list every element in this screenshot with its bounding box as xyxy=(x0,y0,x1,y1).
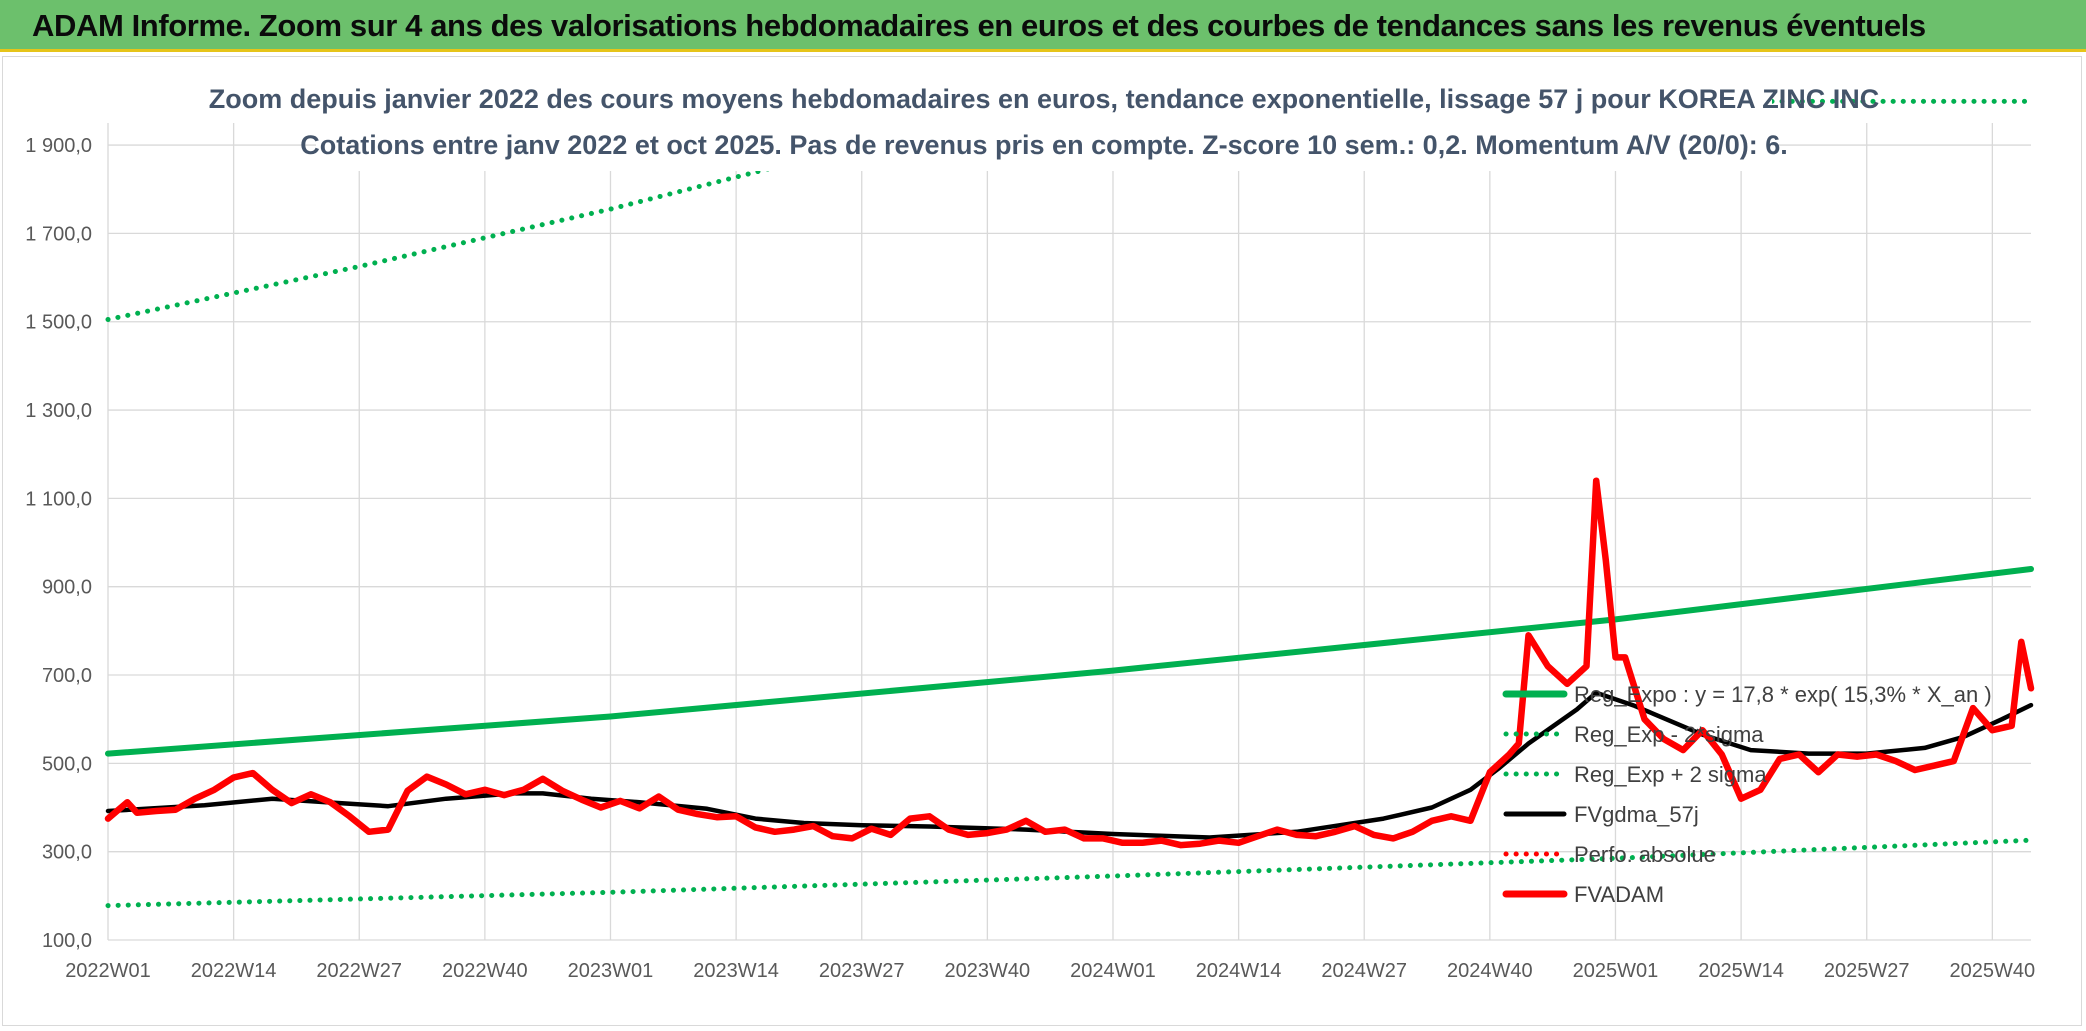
x-tick-label: 2022W40 xyxy=(442,960,528,982)
x-tick-label: 2024W14 xyxy=(1196,960,1282,982)
title-banner: ADAM Informe. Zoom sur 4 ans des valoris… xyxy=(0,0,2086,52)
title-backdrop xyxy=(316,71,1772,171)
x-tick-label: 2025W14 xyxy=(1698,960,1784,982)
grid xyxy=(107,123,2031,941)
x-tick-label: 2023W01 xyxy=(568,960,654,982)
x-tick-label: 2023W14 xyxy=(693,960,779,982)
x-tick-label: 2024W27 xyxy=(1321,960,1407,982)
x-tick-label: 2022W01 xyxy=(65,960,151,982)
y-tick-label: 1 100,0 xyxy=(25,488,92,510)
x-tick-label: 2024W01 xyxy=(1070,960,1156,982)
chart-subtitle: Cotations entre janv 2022 et oct 2025. P… xyxy=(300,130,1788,160)
legend-label: Perfo. absolue xyxy=(1574,842,1716,867)
legend-label: Reg_Exp + 2 sigma xyxy=(1574,762,1767,787)
series-line-3 xyxy=(105,690,2034,840)
y-tick-label: 500,0 xyxy=(42,753,92,775)
y-tick-label: 700,0 xyxy=(42,665,92,687)
series-line-0 xyxy=(105,566,2034,757)
y-tick-label: 100,0 xyxy=(42,930,92,952)
y-tick-label: 900,0 xyxy=(42,577,92,599)
y-tick-label: 1 900,0 xyxy=(25,135,92,157)
x-tick-label: 2023W27 xyxy=(819,960,905,982)
report-title: ADAM Informe. Zoom sur 4 ans des valoris… xyxy=(32,8,1926,43)
x-tick-label: 2022W27 xyxy=(316,960,402,982)
legend-label: FVgdma_57j xyxy=(1574,802,1699,827)
x-tick-label: 2025W01 xyxy=(1573,960,1659,982)
y-tick-label: 1 300,0 xyxy=(25,400,92,422)
x-tick-label: 2024W40 xyxy=(1447,960,1533,982)
y-axis: 100,0 300,0 500,0 700,0 900,0 1 100,0 1 300,0 1… xyxy=(25,135,92,952)
line-chart: 100,0 300,0 500,0 700,0 900,0 1 100,0 1 300,0 1… xyxy=(25,71,2035,982)
legend-label: Reg_Exp - 2*sigma xyxy=(1574,722,1764,747)
series-line-5 xyxy=(104,477,2035,849)
legend-label: FVADAM xyxy=(1574,882,1664,907)
legend: Reg_Expo : y = 17,8 * exp( 15,3% * X_an … xyxy=(1502,682,1992,907)
y-tick-label: 1 700,0 xyxy=(25,223,92,245)
y-tick-label: 300,0 xyxy=(42,842,92,864)
x-tick-label: 2023W40 xyxy=(945,960,1031,982)
chart-frame: 100,0 300,0 500,0 700,0 900,0 1 100,0 1 300,0 1… xyxy=(2,56,2082,1026)
chart-title: Zoom depuis janvier 2022 des cours moyen… xyxy=(209,84,1879,114)
series-line-1 xyxy=(105,837,2034,909)
y-tick-label: 1 500,0 xyxy=(25,312,92,334)
series-group xyxy=(104,98,2035,909)
x-axis: 2022W01 2022W14 2022W27 2022W40 2023W01 2023W… xyxy=(65,960,2035,982)
x-tick-label: 2025W27 xyxy=(1824,960,1910,982)
legend-label: Reg_Expo : y = 17,8 * exp( 15,3% * X_an … xyxy=(1574,682,1992,707)
x-tick-label: 2022W14 xyxy=(191,960,277,982)
x-tick-label: 2025W40 xyxy=(1950,960,2036,982)
